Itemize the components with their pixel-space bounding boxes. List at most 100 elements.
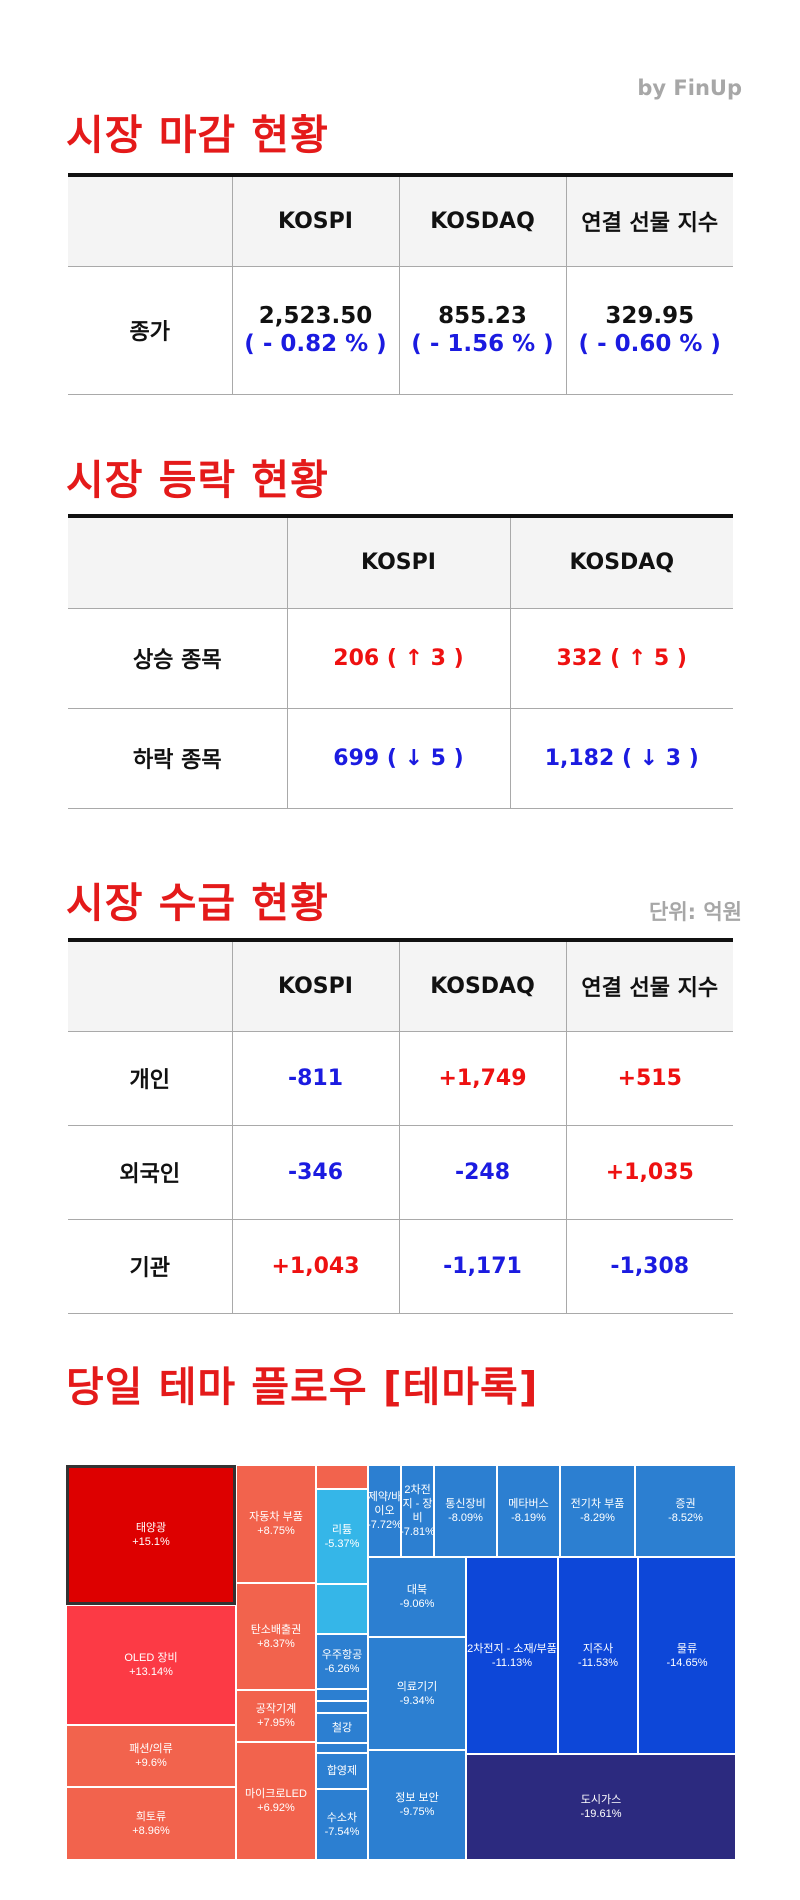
treemap-tile: 제약/바이오 -7.72% <box>368 1465 401 1557</box>
row-label-individual: 개인 <box>68 1030 233 1126</box>
tile-name: 마이크로LED <box>245 1788 307 1800</box>
treemap-tile: 공작기계 +7.95% <box>236 1690 316 1742</box>
tile-name: 의료기기 <box>396 1680 438 1693</box>
market-flows-title: 시장 수급 현황 <box>66 879 329 927</box>
header-futures: 연결 선물 지수 <box>565 174 733 267</box>
treemap-tile: 의료기기 -9.34% <box>368 1637 466 1750</box>
tile-name: 패션/의류 <box>129 1743 173 1755</box>
tile-name: OLED 장비 <box>124 1652 178 1664</box>
close-change: ( - 1.56 % ) <box>411 331 554 357</box>
tile-percent: -8.52% <box>668 1512 703 1524</box>
tile-percent: -5.37% <box>324 1537 360 1550</box>
treemap-tile: 도시가스 -19.61% <box>466 1754 736 1860</box>
tile-percent: -9.34% <box>399 1694 435 1707</box>
flow-institution-kosdaq: -1,171 <box>398 1218 567 1314</box>
header-kosdaq: KOSDAQ <box>398 939 567 1032</box>
tile-percent: -7.72% <box>368 1519 401 1531</box>
market-flows-table: KOSPI KOSDAQ 연결 선물 지수 개인 -811 +1,749 +51… <box>68 938 733 1314</box>
tile-name: 수소차 <box>326 1811 358 1824</box>
close-value: 329.95 <box>605 303 695 329</box>
advances-kospi: 206 ( ↑ 3 ) <box>286 607 511 709</box>
tile-percent: -8.19% <box>511 1512 546 1524</box>
market-close-title: 시장 마감 현황 <box>66 111 329 159</box>
tile-percent: -9.06% <box>399 1598 435 1610</box>
tile-percent: -19.61% <box>580 1808 622 1820</box>
header-futures: 연결 선물 지수 <box>565 939 733 1032</box>
row-label-advances: 상승 종목 <box>68 607 288 709</box>
tile-percent: -11.13% <box>491 1656 533 1669</box>
treemap-tile: 2차전지 - 소재/부품 -11.13% <box>466 1557 558 1754</box>
tile-name: 태양광 <box>135 1522 167 1534</box>
header-kospi: KOSPI <box>231 939 400 1032</box>
declines-kospi: 699 ( ↓ 5 ) <box>286 707 511 809</box>
market-breadth-table: KOSPI KOSDAQ 상승 종목 206 ( ↑ 3 ) 332 ( ↑ 5… <box>68 514 733 809</box>
treemap-tile <box>316 1743 368 1753</box>
tile-percent: +8.96% <box>132 1824 170 1837</box>
treemap-tile: OLED 장비 +13.14% <box>66 1605 236 1725</box>
tile-percent: -8.09% <box>448 1512 483 1524</box>
tile-percent: -8.29% <box>580 1512 615 1524</box>
header-kospi: KOSPI <box>231 174 400 267</box>
market-close-table: KOSPI KOSDAQ 연결 선물 지수 종가 2,523.50 ( - 0.… <box>68 173 733 395</box>
tile-percent: -11.53% <box>577 1656 619 1669</box>
treemap-tile: 수소차 -7.54% <box>316 1789 368 1860</box>
treemap-tile: 전기차 부품 -8.29% <box>560 1465 635 1557</box>
credit-label: by FinUp <box>637 76 742 100</box>
tile-name: 우주항공 <box>321 1648 363 1661</box>
close-cell-futures: 329.95 ( - 0.60 % ) <box>565 265 733 395</box>
unit-label: 단위: 억원 <box>649 900 742 924</box>
treemap-tile: 통신장비 -8.09% <box>434 1465 497 1557</box>
tile-name: 대북 <box>406 1584 428 1596</box>
tile-name: 물류 <box>676 1642 698 1655</box>
market-breadth-title: 시장 등락 현황 <box>66 456 329 504</box>
declines-kosdaq: 1,182 ( ↓ 3 ) <box>509 707 733 809</box>
tile-name: 통신장비 <box>445 1498 486 1510</box>
tile-percent: +9.6% <box>135 1757 167 1769</box>
flow-individual-kosdaq: +1,749 <box>398 1030 567 1126</box>
treemap-tile: 패션/의류 +9.6% <box>66 1725 236 1787</box>
tile-name: 자동차 부품 <box>249 1511 303 1523</box>
tile-name: 합영제 <box>326 1765 358 1777</box>
tile-name: 공작기계 <box>255 1703 297 1715</box>
row-label-foreign: 외국인 <box>68 1124 233 1220</box>
tile-name: 증권 <box>675 1498 696 1510</box>
close-cell-kosdaq: 855.23 ( - 1.56 % ) <box>398 265 567 395</box>
header-kospi: KOSPI <box>286 515 511 609</box>
tile-name: 제약/바이오 <box>368 1491 401 1517</box>
tile-percent: -7.81% <box>401 1526 434 1538</box>
close-change: ( - 0.82 % ) <box>244 331 387 357</box>
flow-individual-kospi: -811 <box>231 1030 400 1126</box>
treemap-tile: 2차전지 - 장비 -7.81% <box>401 1465 434 1557</box>
tile-percent: -7.54% <box>324 1825 360 1838</box>
tile-name: 탄소배출권 <box>250 1623 302 1636</box>
close-change: ( - 0.60 % ) <box>578 331 721 357</box>
tile-name: 도시가스 <box>580 1794 622 1806</box>
tile-percent: +8.75% <box>257 1525 295 1537</box>
flow-foreign-kosdaq: -248 <box>398 1124 567 1220</box>
treemap-tile: 리튬 -5.37% <box>316 1489 368 1584</box>
tile-name: 전기차 부품 <box>570 1498 625 1510</box>
flow-foreign-futures: +1,035 <box>565 1124 733 1220</box>
flow-individual-futures: +515 <box>565 1030 733 1126</box>
treemap-tile: 마이크로LED +6.92% <box>236 1742 316 1860</box>
tile-name: 지주사 <box>582 1642 614 1655</box>
flow-institution-kospi: +1,043 <box>231 1218 400 1314</box>
tile-name: 정보 보안 <box>395 1792 439 1804</box>
treemap-tile: 탄소배출권 +8.37% <box>236 1583 316 1690</box>
treemap-tile <box>316 1465 368 1489</box>
tile-percent: +13.14% <box>129 1666 173 1678</box>
tile-name: 리튬 <box>331 1523 353 1536</box>
theme-treemap: 태양광 +15.1% OLED 장비 +13.14% 패션/의류 +9.6% 희토류 +8.9… <box>66 1465 736 1860</box>
treemap-tile: 지주사 -11.53% <box>558 1557 638 1754</box>
close-cell-kospi: 2,523.50 ( - 0.82 % ) <box>231 265 400 395</box>
treemap-tile: 증권 -8.52% <box>635 1465 736 1557</box>
tile-percent: +7.95% <box>257 1717 295 1729</box>
header-corner <box>68 515 288 609</box>
treemap-tile: 대북 -9.06% <box>368 1557 466 1637</box>
tile-name: 2차전지 - 소재/부품 <box>467 1642 557 1655</box>
treemap-tile: 정보 보안 -9.75% <box>368 1750 466 1860</box>
treemap-tile: 희토류 +8.96% <box>66 1787 236 1860</box>
header-corner <box>68 939 233 1032</box>
row-label-close: 종가 <box>68 265 233 395</box>
treemap-tile: 물류 -14.65% <box>638 1557 736 1754</box>
